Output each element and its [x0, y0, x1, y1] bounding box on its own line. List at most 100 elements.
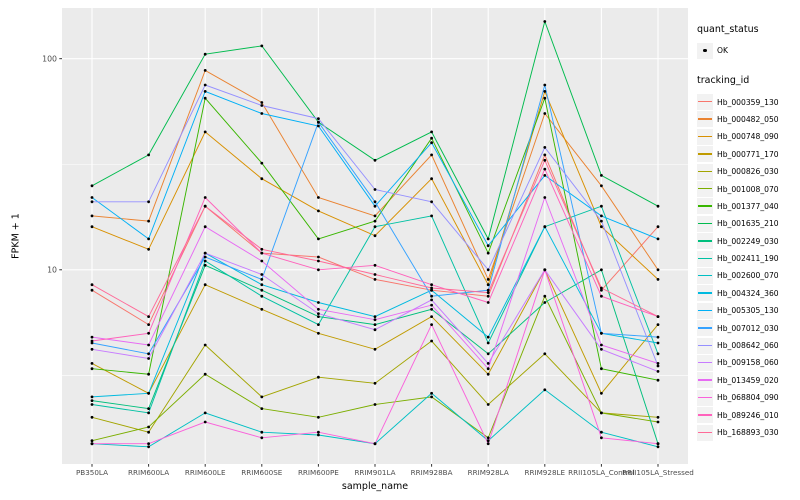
data-point: [317, 307, 320, 311]
data-point: [203, 69, 207, 72]
data-point: [317, 117, 320, 120]
legend-item-label: Hb_000826_030: [717, 167, 779, 177]
legend-item-label: OK: [717, 46, 728, 56]
data-point: [203, 52, 207, 56]
data-point: [147, 442, 151, 446]
data-point: [543, 301, 547, 304]
data-point: [600, 174, 603, 177]
line-icon: [698, 396, 712, 399]
data-point: [260, 112, 264, 115]
data-point: [373, 225, 377, 229]
line-swatch-icon: [697, 285, 713, 302]
data-point: [600, 286, 603, 290]
data-point: [147, 425, 151, 429]
data-point: [260, 101, 264, 104]
line-icon: [698, 292, 712, 294]
legend-item-label: Hb_000748_090: [717, 132, 779, 142]
data-point: [600, 294, 603, 298]
data-point: [203, 372, 207, 376]
data-point: [486, 436, 490, 440]
legend-item-label: Hb_002600_070: [717, 271, 779, 281]
data-point: [656, 415, 660, 419]
data-point: [373, 318, 377, 322]
data-point: [543, 225, 547, 229]
line-swatch-icon: [697, 302, 713, 319]
line-swatch-icon: [697, 389, 713, 406]
line-icon: [698, 101, 712, 103]
data-point: [543, 153, 547, 157]
data-point: [90, 184, 94, 188]
data-point: [656, 268, 660, 272]
legend-item: Hb_009158_060: [697, 354, 779, 371]
data-point: [260, 430, 264, 434]
data-point: [90, 339, 94, 343]
legend-item-label: Hb_001635_210: [717, 219, 779, 229]
data-point: [260, 161, 264, 165]
data-point: [486, 403, 490, 406]
data-point: [317, 209, 320, 213]
data-point: [203, 263, 207, 267]
data-point: [317, 255, 320, 259]
legend-item: Hb_000771_170: [697, 146, 779, 163]
line-swatch-icon: [697, 215, 713, 232]
data-point: [600, 343, 603, 347]
x-tick-label: RRIM901LA: [354, 468, 395, 477]
data-point: [90, 335, 94, 339]
data-point: [543, 90, 547, 93]
data-point: [147, 323, 151, 326]
legend-item: Hb_000482_050: [697, 111, 779, 128]
data-point: [203, 96, 207, 100]
data-point: [260, 104, 264, 107]
data-point: [317, 433, 320, 437]
legend-item-ok: OK: [697, 42, 779, 59]
data-point: [147, 391, 151, 395]
legend-item-label: Hb_001377_040: [717, 201, 779, 211]
data-point: [486, 439, 490, 443]
data-point: [486, 442, 490, 446]
data-point: [656, 335, 660, 339]
data-point: [317, 315, 320, 318]
line-swatch-icon: [697, 337, 713, 354]
data-point: [90, 362, 94, 365]
legend-item-label: Hb_004324_360: [717, 288, 779, 298]
data-point: [373, 381, 377, 385]
data-point: [600, 411, 603, 415]
data-point: [203, 83, 207, 87]
data-point: [656, 341, 660, 345]
data-point: [486, 352, 490, 356]
data-point: [90, 395, 94, 399]
data-point: [90, 288, 94, 292]
legend-item: Hb_000826_030: [697, 163, 779, 180]
data-point: [543, 83, 547, 87]
data-point: [600, 367, 603, 371]
data-point: [430, 307, 433, 311]
data-point: [430, 298, 433, 302]
data-point: [430, 177, 433, 181]
data-point: [147, 407, 151, 410]
legend-item: Hb_000359_130: [697, 93, 779, 111]
data-point: [656, 237, 660, 241]
data-point: [317, 268, 320, 272]
data-point: [430, 391, 433, 395]
data-point: [430, 339, 433, 343]
data-point: [600, 347, 603, 351]
data-point: [203, 283, 207, 287]
data-point: [90, 439, 94, 443]
data-point: [203, 420, 207, 424]
data-point: [600, 184, 603, 188]
line-swatch-icon: [697, 320, 713, 337]
legend-item: Hb_001635_210: [697, 215, 779, 232]
data-point: [90, 225, 94, 229]
data-point: [147, 445, 151, 449]
point-key-box: [697, 42, 713, 59]
data-point: [373, 263, 377, 267]
line-swatch-icon: [697, 181, 713, 198]
data-point: [147, 430, 151, 434]
data-point: [317, 415, 320, 419]
data-point: [147, 411, 151, 415]
x-tick-label: RRIM928LA: [468, 468, 509, 477]
line-swatch-icon: [697, 198, 713, 215]
data-point: [147, 331, 151, 335]
legend-item: Hb_008642_060: [697, 337, 779, 354]
legend-item: Hb_004324_360: [697, 285, 779, 302]
